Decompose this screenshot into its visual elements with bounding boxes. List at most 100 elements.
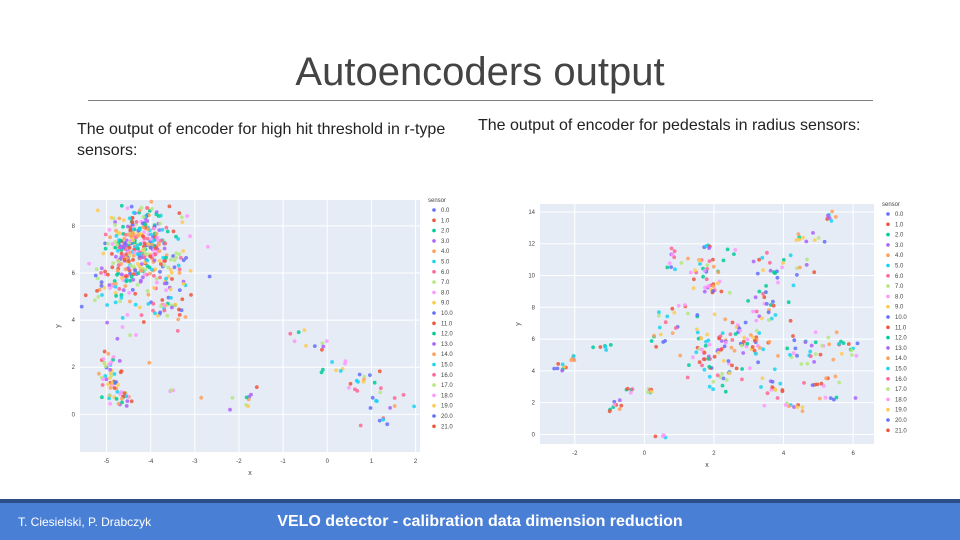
data-point [730,320,735,325]
data-point [715,373,720,378]
data-point [113,284,118,289]
data-point [724,378,729,382]
data-point [154,212,159,217]
data-point [739,343,744,348]
legend-marker [886,222,890,227]
data-point [767,340,772,344]
data-point [130,230,135,235]
legend-title: sensor [428,198,446,204]
legend-label: 16.0 [441,373,453,379]
data-point [176,317,181,322]
data-point [697,360,702,364]
legend-marker [432,270,436,274]
data-point [661,434,665,439]
data-point [811,231,815,235]
legend-label: 10.0 [895,315,907,321]
legend-label: 20.0 [441,414,453,420]
data-point [108,386,113,390]
data-point [808,349,813,354]
data-point [157,249,162,253]
data-point [657,313,661,318]
data-point [612,399,617,404]
data-point [654,344,658,349]
data-point [103,374,108,378]
data-point [142,230,146,235]
data-point [722,344,727,349]
legend-label: 18.0 [895,397,907,403]
data-point [154,276,159,281]
legend-label: 6.0 [441,270,450,276]
legend-marker [886,335,890,340]
data-point [141,320,146,324]
data-point [147,360,152,365]
legend-label: 7.0 [441,280,450,286]
data-point [157,228,162,232]
data-point [254,385,259,389]
data-point [150,267,154,272]
data-point [137,252,142,256]
legend-label: 11.0 [441,321,453,327]
data-point [139,268,144,273]
y-tick-label: 10 [528,274,535,280]
legend-marker [886,284,890,288]
data-point [560,368,565,373]
data-point [145,206,149,210]
data-point [804,263,809,267]
data-point [705,263,710,267]
data-point [765,250,769,255]
data-point [752,338,757,343]
data-point [334,368,338,373]
legend-marker [886,356,890,360]
data-point [109,215,114,220]
data-point [392,404,397,408]
data-point [114,294,118,298]
data-point [103,269,107,274]
data-point [185,214,190,218]
data-point [741,339,746,344]
legend-label: 1.0 [441,218,450,224]
data-point [733,248,738,252]
data-point [141,225,146,230]
legend-label: 2.0 [441,229,450,235]
data-point [199,395,204,400]
data-point [188,234,192,239]
y-tick-label: 0 [72,412,76,418]
data-point [810,383,815,387]
data-point [139,278,143,283]
data-point [375,399,379,403]
data-point [839,351,844,356]
y-axis-label: y [56,324,62,328]
data-point [385,422,390,427]
data-point [619,403,624,408]
data-point [230,395,235,400]
data-point [673,326,678,330]
data-point [117,287,122,291]
data-point [704,244,709,248]
data-point [833,215,838,219]
data-point [693,268,697,273]
data-point [146,302,151,306]
data-point [113,281,118,286]
legend-label: 0.0 [895,212,904,218]
data-point [179,308,184,313]
data-point [319,370,324,375]
data-point [734,325,739,329]
data-point [165,313,170,318]
data-point [700,363,704,368]
data-point [803,340,808,344]
data-point [726,359,731,363]
data-point [815,382,820,387]
data-point [751,259,756,264]
data-point [712,354,717,359]
data-point [752,348,757,353]
data-point [113,240,117,244]
data-point [753,351,758,356]
legend-label: 1.0 [895,222,904,228]
data-point [780,265,785,270]
data-point [598,345,603,349]
data-point [173,302,178,307]
data-point [130,216,135,220]
data-point [703,285,707,290]
data-point [791,351,796,356]
legend-label: 10.0 [441,311,453,317]
